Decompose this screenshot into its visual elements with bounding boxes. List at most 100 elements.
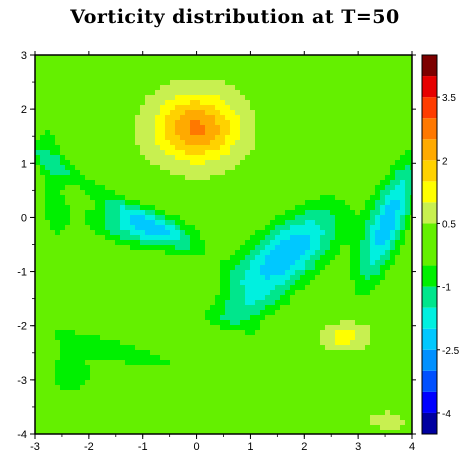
contour-cell <box>380 370 386 376</box>
contour-cell <box>290 280 296 286</box>
contour-cell <box>220 265 226 271</box>
contour-cell <box>225 360 231 366</box>
contour-cell <box>245 180 251 186</box>
contour-cell <box>95 380 101 386</box>
contour-cell <box>205 240 211 246</box>
contour-cell <box>95 290 101 296</box>
contour-cell <box>215 175 221 181</box>
contour-cell <box>120 125 126 131</box>
contour-cell <box>280 125 286 131</box>
contour-cell <box>330 300 336 306</box>
contour-cell <box>215 350 221 356</box>
contour-cell <box>110 295 116 301</box>
contour-cell <box>410 105 412 111</box>
contour-cell <box>405 285 411 291</box>
contour-cell <box>390 90 396 96</box>
contour-cell <box>185 240 191 246</box>
contour-cell <box>175 105 181 111</box>
contour-cell <box>410 115 412 121</box>
contour-cell <box>170 65 176 71</box>
contour-cell <box>230 95 236 101</box>
contour-cell <box>325 275 331 281</box>
contour-cell <box>240 255 246 261</box>
contour-cell <box>275 280 281 286</box>
contour-cell <box>300 355 306 361</box>
contour-cell <box>170 185 176 191</box>
contour-cell <box>250 290 256 296</box>
contour-cell <box>195 300 201 306</box>
contour-cell <box>140 85 146 91</box>
contour-cell <box>120 370 126 376</box>
contour-cell <box>220 305 226 311</box>
contour-cell <box>205 75 211 81</box>
contour-cell <box>50 195 56 201</box>
contour-cell <box>155 175 161 181</box>
contour-cell <box>380 365 386 371</box>
contour-cell <box>255 305 261 311</box>
contour-cell <box>85 350 91 356</box>
contour-cell <box>365 325 371 331</box>
contour-cell <box>355 250 361 256</box>
contour-cell <box>75 280 81 286</box>
contour-cell <box>320 110 326 116</box>
contour-cell <box>280 360 286 366</box>
contour-cell <box>180 120 186 126</box>
contour-cell <box>240 180 246 186</box>
contour-cell <box>300 60 306 66</box>
contour-cell <box>65 145 71 151</box>
contour-cell <box>260 80 266 86</box>
contour-cell <box>375 70 381 76</box>
contour-cell <box>195 205 201 211</box>
contour-cell <box>130 350 136 356</box>
contour-cell <box>90 80 96 86</box>
contour-cell <box>145 65 151 71</box>
contour-cell <box>300 105 306 111</box>
contour-cell <box>140 115 146 121</box>
contour-cell <box>185 130 191 136</box>
contour-cell <box>280 245 286 251</box>
contour-cell <box>220 220 226 226</box>
contour-cell <box>285 320 291 326</box>
contour-cell <box>405 360 411 366</box>
contour-cell <box>45 170 51 176</box>
contour-cell <box>295 295 301 301</box>
contour-cell <box>65 185 71 191</box>
contour-cell <box>285 270 291 276</box>
contour-cell <box>50 215 56 221</box>
contour-cell <box>95 250 101 256</box>
contour-cell <box>325 310 331 316</box>
contour-cell <box>85 200 91 206</box>
contour-cell <box>300 315 306 321</box>
contour-cell <box>270 260 276 266</box>
contour-cell <box>255 180 261 186</box>
contour-cell <box>200 305 206 311</box>
contour-cell <box>120 380 126 386</box>
contour-cell <box>270 140 276 146</box>
contour-cell <box>235 110 241 116</box>
contour-cell <box>380 275 386 281</box>
contour-cell <box>220 275 226 281</box>
contour-cell <box>210 170 216 176</box>
contour-cell <box>310 90 316 96</box>
contour-cell <box>400 170 406 176</box>
contour-cell <box>280 330 286 336</box>
contour-cell <box>315 290 321 296</box>
contour-cell <box>85 235 91 241</box>
contour-cell <box>380 85 386 91</box>
contour-cell <box>280 260 286 266</box>
contour-cell <box>310 280 316 286</box>
contour-cell <box>370 235 376 241</box>
contour-cell <box>305 85 311 91</box>
contour-cell <box>250 225 256 231</box>
contour-cell <box>395 300 401 306</box>
contour-cell <box>150 365 156 371</box>
contour-cell <box>370 80 376 86</box>
contour-cell <box>260 265 266 271</box>
contour-cell <box>265 65 271 71</box>
contour-cell <box>150 190 156 196</box>
contour-cell <box>245 110 251 116</box>
contour-cell <box>155 120 161 126</box>
contour-cell <box>175 340 181 346</box>
contour-cell <box>40 370 46 376</box>
contour-cell <box>345 100 351 106</box>
